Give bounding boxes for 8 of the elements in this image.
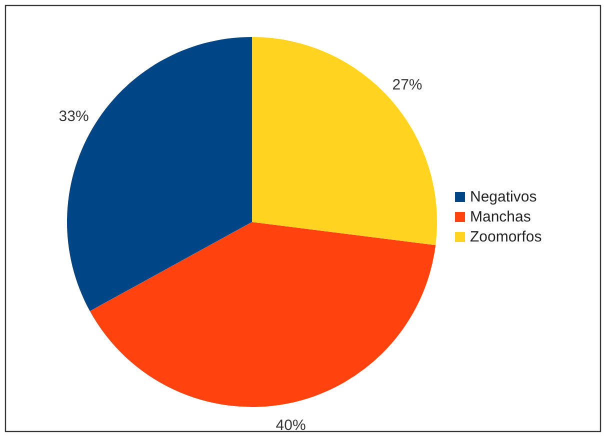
data-label: 40% bbox=[276, 416, 306, 434]
legend-label: Zoomorfos bbox=[470, 228, 542, 246]
legend-label: Manchas bbox=[470, 208, 531, 226]
legend-label: Negativos bbox=[470, 188, 537, 206]
pie-slice bbox=[252, 37, 437, 246]
data-label: 27% bbox=[392, 76, 422, 94]
data-label: 33% bbox=[58, 108, 89, 126]
pie-slice bbox=[90, 222, 436, 407]
